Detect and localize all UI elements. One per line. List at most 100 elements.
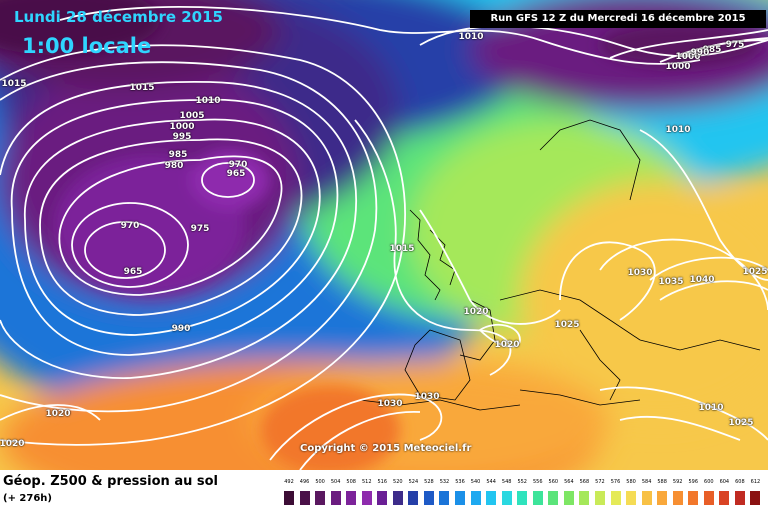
legend-swatch	[749, 490, 762, 506]
pressure-label: 1020	[0, 439, 25, 449]
pressure-label: 1000	[675, 52, 701, 62]
pressure-label: 1010	[665, 125, 691, 135]
legend-item: 536	[454, 478, 467, 506]
pressure-label: 965	[226, 169, 246, 179]
legend-swatch	[454, 490, 467, 506]
legend-value: 580	[626, 479, 636, 485]
pressure-label: 970	[120, 221, 140, 231]
pressure-label: 985	[702, 45, 722, 55]
pressure-label: 1010	[195, 96, 221, 106]
pressure-label: 1020	[463, 307, 489, 317]
copyright-notice: Copyright © 2015 Meteociel.fr	[300, 443, 472, 454]
pressure-label: 1025	[728, 418, 754, 428]
legend-value: 592	[672, 479, 683, 485]
legend-value: 508	[346, 479, 356, 485]
legend-swatch	[360, 490, 373, 506]
legend-item: 500	[314, 478, 327, 506]
legend-item: 564	[562, 478, 575, 506]
map-graphic	[0, 0, 768, 470]
isobars	[0, 6, 768, 470]
legend-swatch	[671, 490, 684, 506]
legend-item: 516	[376, 478, 389, 506]
legend-item: 496	[298, 478, 311, 506]
pressure-label: 1020	[45, 409, 71, 419]
legend-item: 508	[345, 478, 358, 506]
legend-item: 608	[733, 478, 746, 506]
pressure-label: 980	[164, 161, 184, 171]
legend-swatch	[485, 490, 498, 506]
pressure-label: 1030	[377, 399, 403, 409]
legend-value: 540	[470, 479, 481, 485]
legend-swatch	[578, 490, 591, 506]
pressure-label: 1015	[389, 244, 415, 254]
legend-swatch	[625, 490, 638, 506]
legend-item: 572	[593, 478, 606, 506]
legend-item: 548	[500, 478, 513, 506]
legend-swatch	[500, 490, 513, 506]
legend-item: 552	[516, 478, 529, 506]
legend-swatch	[687, 490, 700, 506]
pressure-label: 1025	[742, 267, 768, 277]
product-name: Géop. Z500 & pression au sol	[3, 474, 218, 489]
pressure-label: 1025	[554, 320, 580, 330]
pressure-label: 1015	[129, 83, 155, 93]
legend-value: 600	[704, 479, 714, 485]
legend-value: 500	[315, 479, 325, 485]
legend-item: 592	[671, 478, 684, 506]
legend-value: 492	[284, 479, 294, 485]
pressure-label: 990	[171, 324, 191, 334]
legend-swatch	[656, 490, 669, 506]
pressure-label: 975	[190, 224, 210, 234]
pressure-label: 990	[690, 48, 710, 58]
legend-item: 528	[422, 478, 435, 506]
legend-value: 588	[657, 479, 667, 485]
legend-value: 552	[517, 479, 527, 485]
forecast-date: Lundi 28 décembre 2015	[14, 8, 223, 26]
legend-value: 568	[579, 479, 590, 485]
legend-item: 492	[283, 478, 295, 506]
pressure-label: 1020	[494, 340, 520, 350]
pressure-label: 1005	[179, 111, 205, 121]
legend-item: 612	[749, 478, 762, 506]
legend-item: 576	[609, 478, 622, 506]
legend-value: 572	[595, 479, 605, 485]
forecast-local-time: 1:00 locale	[22, 34, 152, 58]
legend-item: 560	[547, 478, 560, 506]
forecast-lead-time: (+ 276h)	[3, 493, 52, 504]
legend-value: 544	[486, 479, 496, 485]
legend-item: 588	[656, 478, 669, 506]
legend-value: 596	[688, 479, 699, 485]
legend-item: 504	[329, 478, 342, 506]
legend-swatch	[718, 490, 731, 506]
pressure-label: 995	[172, 132, 192, 142]
legend-swatch	[298, 490, 311, 506]
model-run-info: Run GFS 12 Z du Mercredi 16 décembre 201…	[470, 10, 766, 28]
legend-swatch	[283, 490, 295, 506]
legend-value: 516	[377, 479, 388, 485]
pressure-label: 1030	[627, 268, 653, 278]
pressure-label: 1010	[458, 32, 484, 42]
legend-swatch	[314, 490, 327, 506]
pressure-label: 1000	[665, 62, 691, 72]
legend-swatch	[547, 490, 560, 506]
geopotential-field	[0, 0, 768, 470]
legend-swatch	[391, 490, 404, 506]
legend-swatch	[733, 490, 746, 506]
legend-swatch	[407, 490, 420, 506]
legend-swatch	[422, 490, 435, 506]
legend-item: 580	[625, 478, 638, 506]
legend-swatch	[640, 490, 653, 506]
legend-value: 524	[408, 479, 419, 485]
legend-item: 604	[718, 478, 731, 506]
legend-item: 540	[469, 478, 482, 506]
legend-value: 496	[299, 479, 310, 485]
legend-swatch	[469, 490, 482, 506]
legend-swatch	[345, 490, 358, 506]
legend-swatch	[593, 490, 606, 506]
legend-item: 584	[640, 478, 653, 506]
pressure-label: 1030	[414, 392, 440, 402]
legend-swatch	[702, 490, 715, 506]
legend-value: 584	[641, 479, 652, 485]
legend-value: 560	[548, 479, 559, 485]
legend-value: 608	[735, 479, 745, 485]
